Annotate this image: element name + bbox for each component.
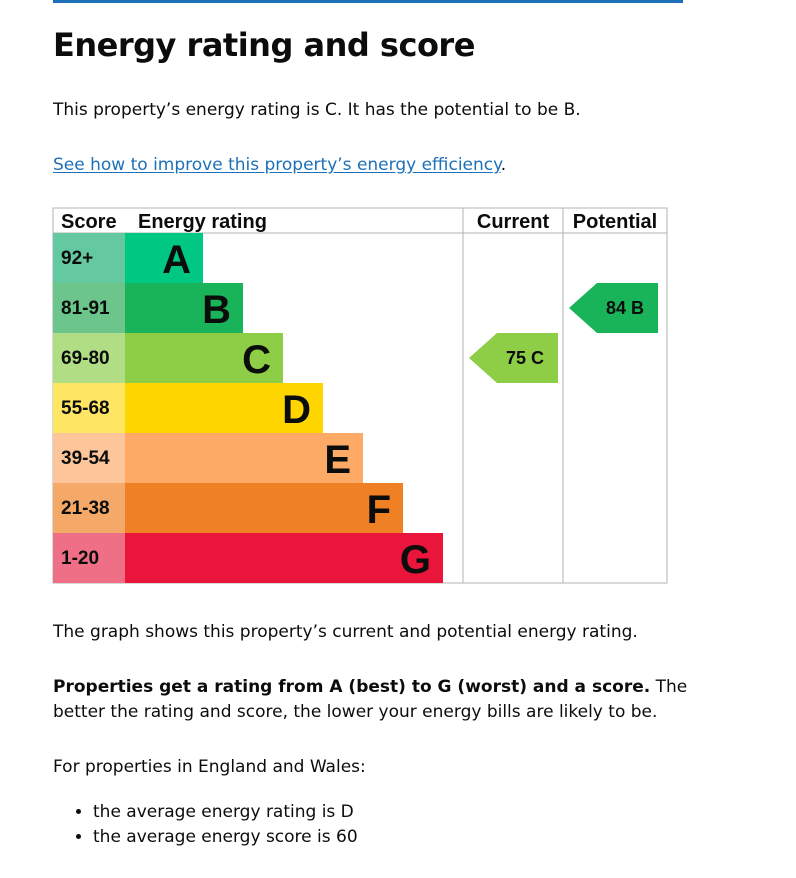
band-bar-e (125, 433, 363, 483)
score-cell-b (53, 283, 125, 333)
score-label-g: 1-20 (61, 548, 99, 569)
band-letter-a: A (162, 238, 191, 282)
band-letter-b: B (202, 288, 231, 332)
score-label-c: 69-80 (61, 348, 110, 369)
averages-intro: For properties in England and Wales: (53, 757, 366, 777)
current-rating-arrow (469, 333, 558, 383)
band-bar-a (125, 233, 203, 283)
rating-summary: This property’s energy rating is C. It h… (53, 100, 581, 120)
band-letter-d: D (282, 388, 311, 432)
link-suffix: . (500, 155, 507, 175)
band-letter-e: E (324, 438, 351, 482)
list-item: the average energy rating is D (93, 800, 358, 825)
score-label-d: 55-68 (61, 398, 110, 419)
score-label-e: 39-54 (61, 448, 110, 469)
improve-efficiency-link[interactable]: See how to improve this property’s energ… (53, 155, 501, 175)
bands-note-rest: The better the rating and score, the low… (53, 677, 688, 722)
score-cell-g (53, 533, 125, 583)
band-bar-d (125, 383, 323, 433)
band-bar-b (125, 283, 243, 333)
score-cell-c (53, 333, 125, 383)
band-bar-f (125, 483, 403, 533)
bands-note-bold: Properties get a rating from A (best) to… (53, 677, 651, 697)
header-score: Score (61, 211, 117, 233)
header-current: Current (477, 211, 550, 233)
score-cell-a (53, 233, 125, 283)
band-bar-c (125, 333, 283, 383)
score-label-f: 21-38 (61, 498, 110, 519)
header-potential: Potential (573, 211, 657, 233)
averages-list: the average energy rating is D the avera… (53, 800, 358, 850)
band-letter-g: G (400, 538, 431, 582)
band-letter-f: F (367, 488, 391, 532)
header-energy-rating: Energy rating (138, 211, 267, 233)
score-cell-d (53, 383, 125, 433)
band-letter-c: C (242, 338, 271, 382)
potential-rating-label: 84 B (606, 298, 644, 318)
top-rule (53, 0, 683, 3)
score-cell-f (53, 483, 125, 533)
score-label-a: 92+ (61, 248, 93, 269)
graph-note: The graph shows this property’s current … (53, 622, 638, 642)
current-rating-label: 75 C (506, 348, 544, 368)
page-title: Energy rating and score (53, 26, 475, 64)
score-cell-e (53, 433, 125, 483)
energy-rating-graph: Score Energy rating Current Potential 92+ A 81… (52, 207, 668, 584)
improve-link-line: See how to improve this property’s energ… (53, 153, 506, 178)
band-bar-g (125, 533, 443, 583)
potential-rating-arrow (569, 283, 658, 333)
bands-note: Properties get a rating from A (best) to… (53, 675, 693, 725)
score-label-b: 81-91 (61, 298, 110, 319)
list-item: the average energy score is 60 (93, 825, 358, 850)
